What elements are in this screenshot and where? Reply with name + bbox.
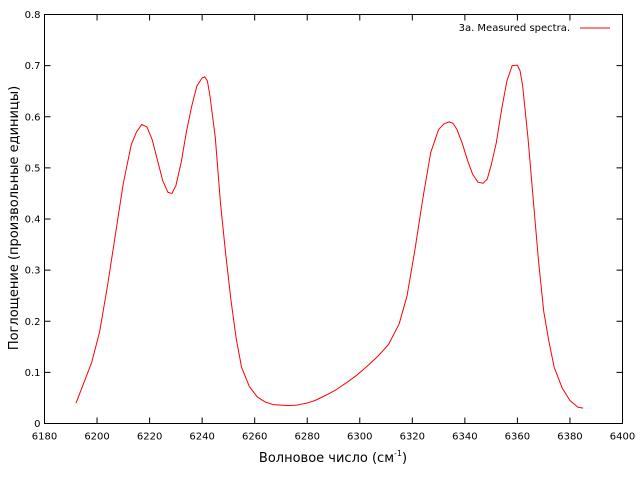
x-tick-label: 6180	[32, 432, 57, 443]
y-tick-label: 0.2	[25, 317, 41, 328]
tick-label-group: 6180 6200 6220 6240 6260 6280 6300 6320 6340 6360…	[25, 10, 636, 443]
x-tick-label: 6280	[295, 432, 320, 443]
tick-group	[44, 14, 623, 424]
legend: 3a. Measured spectra.	[459, 23, 610, 34]
x-tick-label: 6320	[400, 432, 425, 443]
legend-label: 3a. Measured spectra.	[459, 23, 570, 34]
x-axis-title: Волновое число (см-1)	[259, 449, 407, 466]
x-tick-label: 6360	[505, 432, 530, 443]
y-tick-label: 0.1	[25, 368, 41, 379]
x-tick-label: 6340	[452, 432, 477, 443]
plot-frame	[44, 14, 623, 424]
y-tick-label: 0.3	[25, 266, 41, 277]
x-tick-label: 6220	[137, 432, 162, 443]
y-tick-label: 0.6	[25, 112, 41, 123]
x-tick-label: 6400	[610, 432, 635, 443]
x-tick-label: 6200	[84, 432, 109, 443]
x-tick-label: 6240	[189, 432, 214, 443]
y-tick-label: 0.7	[25, 61, 41, 72]
series-line	[75, 64, 584, 409]
series-layer	[75, 64, 584, 409]
x-tick-label: 6260	[242, 432, 267, 443]
y-tick-label: 0.4	[25, 215, 41, 226]
y-tick-label: 0.8	[25, 10, 41, 21]
y-tick-label: 0	[34, 419, 40, 430]
x-tick-label: 6300	[347, 432, 372, 443]
y-axis-title: Поглощение (произвольные единицы)	[7, 86, 22, 350]
x-tick-label: 6380	[557, 432, 582, 443]
y-tick-label: 0.5	[25, 163, 41, 174]
